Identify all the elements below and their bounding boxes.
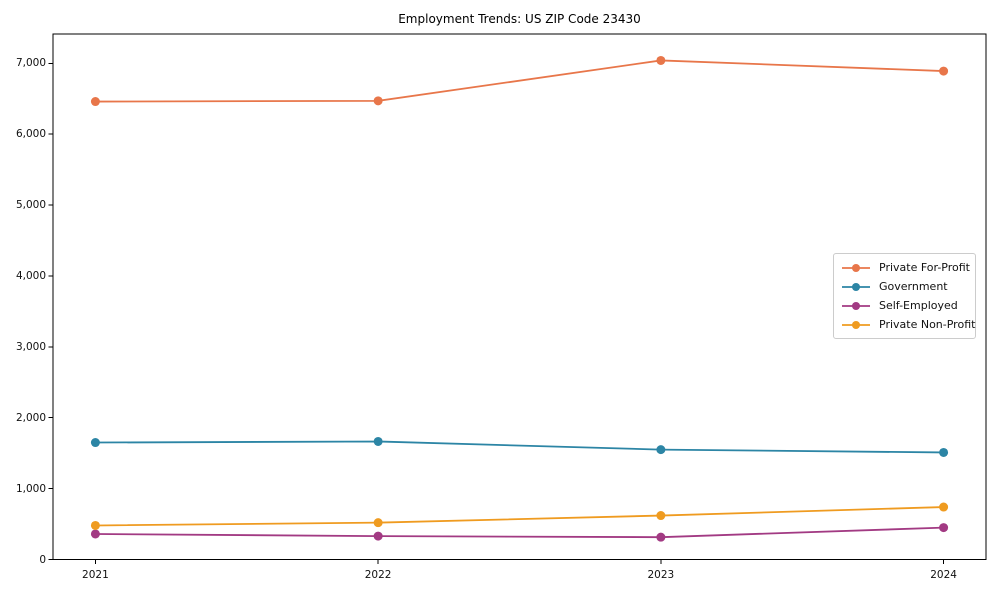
data-point-self-employed-2022	[373, 531, 383, 541]
y-tick-label: 0	[39, 553, 46, 566]
series-self-employed	[90, 523, 949, 542]
x-tick-label: 2021	[82, 569, 109, 581]
series-line-private-non-profit	[94, 506, 945, 527]
legend-label: Self-Employed	[879, 299, 958, 312]
legend-marker-icon	[842, 301, 870, 310]
legend-marker-icon	[842, 282, 870, 291]
chart-title: Employment Trends: US ZIP Code 23430	[398, 12, 641, 26]
data-point-government-2022	[373, 436, 383, 446]
legend-label: Private Non-Profit	[879, 318, 976, 331]
legend-label: Government	[879, 280, 948, 293]
plot-frame	[52, 33, 987, 560]
series-government	[90, 436, 949, 457]
data-point-self-employed-2024	[939, 523, 949, 533]
legend-item-private-non-profit: Private Non-Profit	[841, 315, 975, 334]
legend-item-government: Government	[841, 277, 969, 296]
data-point-private-for-profit-2022	[373, 96, 383, 106]
series-line-government	[94, 440, 945, 454]
data-point-government-2023	[656, 445, 666, 455]
data-point-government-2024	[939, 447, 949, 457]
data-point-government-2021	[90, 438, 100, 448]
y-tick-label: 5,000	[15, 199, 46, 212]
x-tick-label: 2022	[364, 569, 392, 581]
data-point-private-non-profit-2021	[90, 520, 100, 530]
data-point-private-non-profit-2024	[939, 502, 949, 512]
y-tick-label: 4,000	[15, 269, 46, 282]
legend: Private For-Profit Government Self-Employe…	[833, 253, 976, 339]
y-tick-label: 1,000	[15, 482, 46, 495]
data-point-private-for-profit-2024	[939, 66, 949, 76]
legend-item-self-employed: Self-Employed	[841, 296, 969, 315]
data-point-private-non-profit-2023	[656, 511, 666, 521]
legend-marker-icon	[842, 320, 870, 329]
x-tick-label: 2023	[647, 569, 675, 581]
data-point-self-employed-2023	[656, 532, 666, 542]
series-line-self-employed	[94, 526, 945, 539]
series-private-non-profit	[90, 502, 949, 530]
legend-label: Private For-Profit	[879, 261, 970, 274]
data-point-self-employed-2021	[90, 529, 100, 539]
series-private-for-profit	[90, 55, 949, 107]
series-line-private-for-profit	[94, 59, 945, 103]
data-point-private-for-profit-2023	[656, 55, 666, 65]
data-point-private-for-profit-2021	[90, 97, 100, 107]
legend-marker-icon	[842, 263, 870, 272]
legend-item-private-for-profit: Private For-Profit	[841, 258, 970, 277]
y-tick-label: 3,000	[15, 340, 46, 353]
y-tick-label: 2,000	[15, 411, 46, 424]
x-tick-label: 2024	[930, 569, 957, 581]
data-point-private-non-profit-2022	[373, 518, 383, 528]
y-tick-label: 6,000	[15, 128, 46, 141]
y-tick-label: 7,000	[15, 57, 46, 70]
